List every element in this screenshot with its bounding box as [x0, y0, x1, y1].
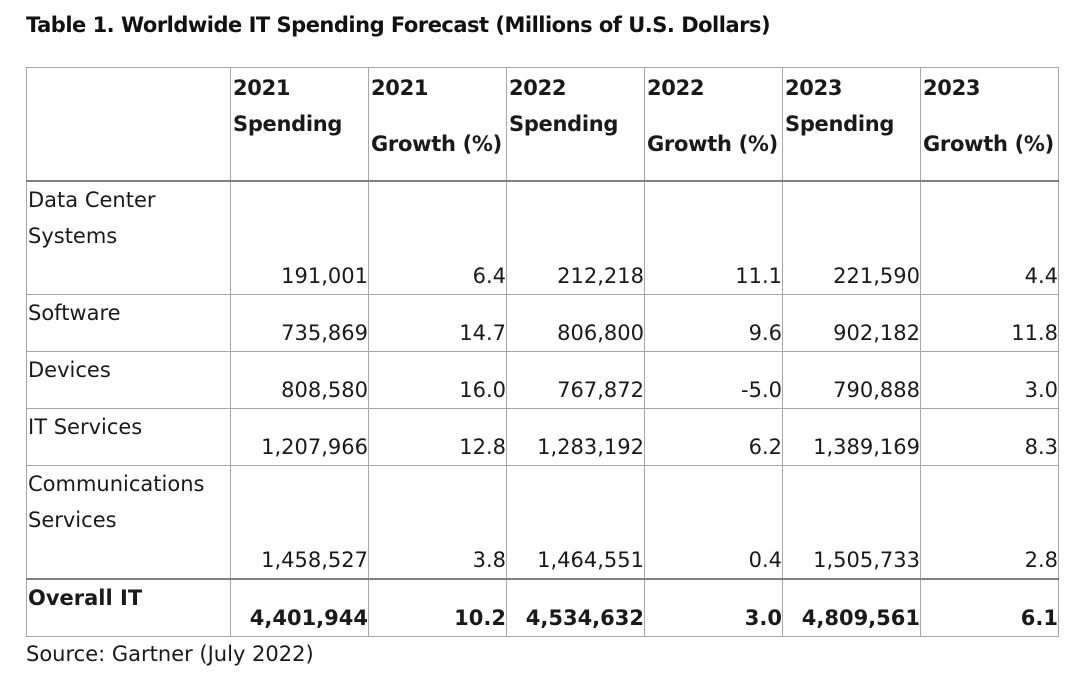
column-header-label: Growth (%)	[371, 132, 502, 156]
cell-value: 11.8	[920, 293, 1059, 352]
table-title: Table 1. Worldwide IT Spending Forecast …	[26, 13, 771, 37]
column-header-2021-spending: 2021 Spending	[230, 67, 369, 182]
cell-value: 1,389,169	[782, 407, 921, 466]
cell-value: 3.8	[368, 464, 507, 579]
total-label: Overall IT	[26, 577, 231, 637]
cell-value: 221,590	[782, 180, 921, 295]
row-label: Devices	[26, 350, 231, 409]
total-value: 10.2	[368, 577, 507, 637]
column-header-year: 2023	[923, 76, 981, 100]
total-value: 6.1	[920, 577, 1059, 637]
cell-value: 1,283,192	[506, 407, 645, 466]
cell-value: 11.1	[644, 180, 783, 295]
column-header-year: 2022	[509, 76, 567, 100]
total-value: 3.0	[644, 577, 783, 637]
cell-value: -5.0	[644, 350, 783, 409]
cell-value: 12.8	[368, 407, 507, 466]
column-header-label: Spending	[785, 112, 895, 136]
total-value: 4,809,561	[782, 577, 921, 637]
column-header-year: 2021	[233, 76, 291, 100]
row-label: Software	[26, 293, 231, 352]
header-empty-cell	[26, 67, 231, 182]
column-header-2021-growth: 2021 Growth (%)	[368, 67, 507, 182]
cell-value: 6.4	[368, 180, 507, 295]
cell-value: 808,580	[230, 350, 369, 409]
cell-value: 0.4	[644, 464, 783, 579]
column-header-label: Spending	[233, 112, 343, 136]
cell-value: 9.6	[644, 293, 783, 352]
column-header-2022-spending: 2022 Spending	[506, 67, 645, 182]
cell-value: 3.0	[920, 350, 1059, 409]
cell-value: 806,800	[506, 293, 645, 352]
cell-value: 2.8	[920, 464, 1059, 579]
cell-value: 1,464,551	[506, 464, 645, 579]
cell-value: 212,218	[506, 180, 645, 295]
header-row: 2021 Spending 2021 Growth (%) 2022 Spend…	[26, 67, 1059, 182]
cell-value: 1,207,966	[230, 407, 369, 466]
table-row: Software 735,869 14.7 806,800 9.6 902,18…	[26, 293, 1059, 352]
cell-value: 1,505,733	[782, 464, 921, 579]
row-label: IT Services	[26, 407, 231, 466]
column-header-2022-growth: 2022 Growth (%)	[644, 67, 783, 182]
cell-value: 1,458,527	[230, 464, 369, 579]
column-header-2023-growth: 2023 Growth (%)	[920, 67, 1059, 182]
table-row: Devices 808,580 16.0 767,872 -5.0 790,88…	[26, 350, 1059, 409]
total-value: 4,401,944	[230, 577, 369, 637]
cell-value: 735,869	[230, 293, 369, 352]
column-header-2023-spending: 2023 Spending	[782, 67, 921, 182]
it-spending-table: 2021 Spending 2021 Growth (%) 2022 Spend…	[26, 67, 1059, 637]
table-row: Data Center Systems 191,001 6.4 212,218 …	[26, 180, 1059, 295]
cell-value: 790,888	[782, 350, 921, 409]
column-header-year: 2023	[785, 76, 843, 100]
column-header-label: Growth (%)	[647, 132, 778, 156]
column-header-year: 2022	[647, 76, 705, 100]
total-row: Overall IT 4,401,944 10.2 4,534,632 3.0 …	[26, 577, 1059, 637]
cell-value: 16.0	[368, 350, 507, 409]
column-header-year: 2021	[371, 76, 429, 100]
column-header-label: Growth (%)	[923, 132, 1054, 156]
cell-value: 191,001	[230, 180, 369, 295]
cell-value: 767,872	[506, 350, 645, 409]
column-header-label: Spending	[509, 112, 619, 136]
cell-value: 6.2	[644, 407, 783, 466]
row-label: Communications Services	[26, 464, 231, 579]
row-label: Data Center Systems	[26, 180, 231, 295]
table-row: Communications Services 1,458,527 3.8 1,…	[26, 464, 1059, 579]
source-note: Source: Gartner (July 2022)	[26, 642, 314, 666]
cell-value: 14.7	[368, 293, 507, 352]
table-row: IT Services 1,207,966 12.8 1,283,192 6.2…	[26, 407, 1059, 466]
cell-value: 902,182	[782, 293, 921, 352]
cell-value: 4.4	[920, 180, 1059, 295]
total-value: 4,534,632	[506, 577, 645, 637]
cell-value: 8.3	[920, 407, 1059, 466]
